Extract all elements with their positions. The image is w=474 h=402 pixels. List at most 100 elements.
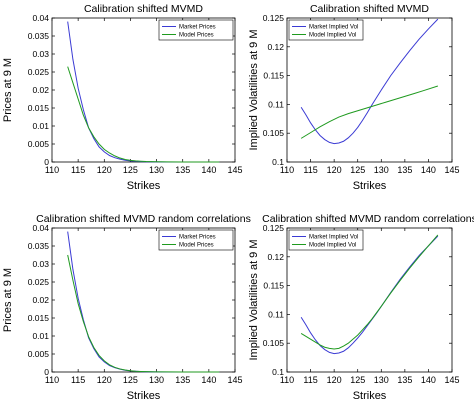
- subplot-3: 110 115 120 125 130 135 140 145 0 0.005 0.01 0.015 0…: [2, 213, 251, 402]
- x-tick-label: 140: [201, 165, 216, 175]
- x-tick-label: 120: [97, 165, 112, 175]
- y-tick-label: 0.1: [272, 157, 284, 167]
- x-tick-label: 145: [444, 375, 459, 385]
- chart-title: Calibration shifted MVMD random correlat…: [36, 213, 251, 225]
- y-tick-label: 0.125: [263, 223, 285, 233]
- y-tick-label: 0.12: [267, 42, 284, 52]
- x-axis-label: Strikes: [353, 180, 387, 192]
- y-tick-label: 0.035: [28, 31, 50, 41]
- x-axis-label: Strikes: [127, 390, 161, 402]
- x-tick-label: 145: [444, 165, 459, 175]
- x-tick-label: 115: [303, 375, 317, 385]
- x-tick-label: 125: [350, 165, 365, 175]
- x-tick-label: 145: [227, 165, 242, 175]
- plot-frame: [51, 17, 236, 163]
- y-tick-label: 0.035: [28, 241, 50, 251]
- y-tick-label: 0.02: [32, 295, 49, 305]
- y-tick-label: 0.015: [28, 103, 50, 113]
- y-tick-label: 0.11: [268, 309, 284, 319]
- y-tick-label: 0.105: [263, 338, 285, 348]
- x-tick-label: 115: [71, 165, 85, 175]
- legend: Market Implied Vol Model Implied Vol: [288, 229, 364, 251]
- legend-label: Market Implied Vol: [309, 235, 358, 241]
- x-tick-label: 110: [45, 165, 59, 175]
- subplot-1: 110 115 120 125 130 135 140 145 0 0.005 0.01 0.015 0…: [2, 3, 243, 192]
- y-tick-label: 0.12: [267, 252, 284, 262]
- x-tick-label: 145: [227, 375, 242, 385]
- y-tick-label: 0.115: [263, 71, 284, 81]
- x-axis-label: Strikes: [353, 390, 387, 402]
- y-tick-label: 0.04: [32, 223, 49, 233]
- x-tick-label: 120: [97, 375, 112, 385]
- legend-label: Model Implied Vol: [309, 33, 356, 39]
- legend-label: Market Implied Vol: [309, 25, 358, 31]
- y-tick-label: 0.025: [28, 277, 50, 287]
- legend: Market Implied Vol Model Implied Vol: [288, 19, 364, 41]
- x-tick-label: 120: [327, 165, 342, 175]
- legend-box: [288, 229, 364, 251]
- legend-label: Model Prices: [179, 33, 214, 39]
- x-tick-label: 115: [303, 165, 317, 175]
- y-axis-label: Implied Volatilities at 9 M: [248, 239, 260, 360]
- chart-title: Calibration shifted MVMD: [84, 3, 203, 15]
- y-tick-label: 0.03: [32, 49, 49, 59]
- x-tick-label: 140: [421, 165, 436, 175]
- y-tick-label: 0.02: [32, 85, 49, 95]
- y-tick-label: 0.03: [32, 259, 49, 269]
- subplot-4: 110 115 120 125 130 135 140 145 0.1 0.105 0.11 0.11…: [248, 213, 474, 402]
- x-tick-label: 130: [374, 165, 389, 175]
- y-tick-label: 0.015: [28, 313, 50, 323]
- plot-frame: [286, 227, 453, 373]
- x-tick-label: 120: [327, 375, 342, 385]
- x-tick-label: 130: [374, 375, 389, 385]
- y-tick-label: 0.125: [263, 13, 285, 23]
- legend: Market Prices Model Prices: [158, 19, 234, 41]
- y-tick-label: 0: [44, 157, 49, 167]
- x-tick-label: 125: [123, 375, 138, 385]
- legend-label: Market Prices: [179, 235, 216, 241]
- chart-title: Calibration shifted MVMD: [310, 3, 429, 15]
- y-tick-label: 0.04: [32, 13, 49, 23]
- series-line-model: [67, 254, 220, 373]
- y-axis-label: Prices at 9 M: [2, 268, 14, 332]
- plot-frame: [51, 227, 236, 373]
- legend: Market Prices Model Prices: [158, 229, 234, 251]
- series-line-model: [300, 234, 439, 350]
- y-axis-label: Implied Volatilities at 9 M: [248, 29, 260, 150]
- x-tick-label: 130: [149, 375, 164, 385]
- legend-box: [158, 229, 234, 251]
- series-line-model: [67, 66, 220, 163]
- x-tick-label: 135: [175, 375, 190, 385]
- legend-label: Model Implied Vol: [309, 243, 356, 249]
- x-tick-label: 135: [397, 375, 412, 385]
- y-tick-label: 0.01: [32, 121, 49, 131]
- chart-title: Calibration shifted MVMD random correlat…: [262, 213, 474, 225]
- x-tick-label: 130: [149, 165, 164, 175]
- x-tick-label: 110: [280, 165, 294, 175]
- y-tick-label: 0.11: [268, 99, 284, 109]
- x-tick-label: 140: [201, 375, 216, 385]
- x-tick-label: 125: [123, 165, 138, 175]
- y-tick-label: 0: [44, 367, 49, 377]
- y-tick-label: 0.01: [32, 331, 49, 341]
- y-tick-label: 0.115: [263, 281, 284, 291]
- x-tick-label: 110: [280, 375, 294, 385]
- y-axis-label: Prices at 9 M: [2, 58, 14, 122]
- subplot-2: 110 115 120 125 130 135 140 145 0.1 0.105 0.11 0.11…: [248, 3, 460, 192]
- series-line-market: [300, 18, 439, 145]
- legend-box: [288, 19, 364, 41]
- x-tick-label: 110: [45, 375, 59, 385]
- x-tick-label: 135: [397, 165, 412, 175]
- x-tick-label: 125: [350, 375, 365, 385]
- series-line-model: [300, 85, 439, 139]
- y-tick-label: 0.005: [28, 349, 50, 359]
- legend-label: Model Prices: [179, 243, 214, 249]
- y-tick-label: 0.025: [28, 67, 50, 77]
- y-tick-label: 0.005: [28, 139, 50, 149]
- y-tick-label: 0.105: [263, 128, 285, 138]
- legend-box: [158, 19, 234, 41]
- x-tick-label: 140: [421, 375, 436, 385]
- x-tick-label: 115: [71, 375, 85, 385]
- x-axis-label: Strikes: [127, 180, 161, 192]
